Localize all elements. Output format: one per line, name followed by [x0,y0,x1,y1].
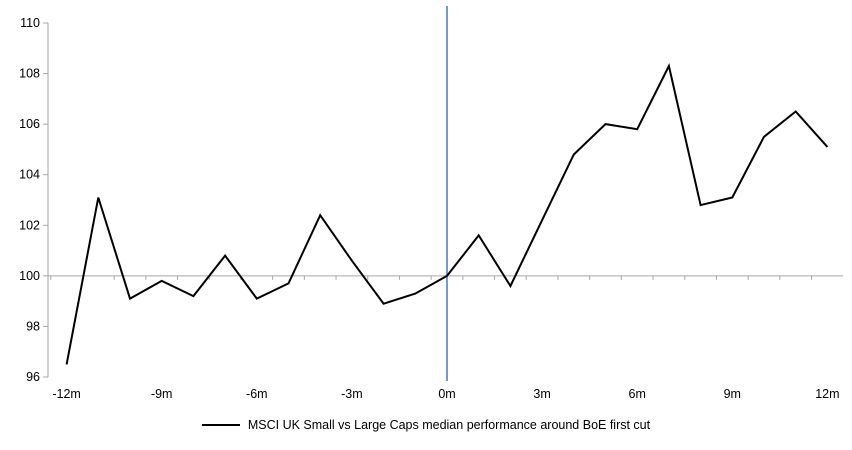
y-axis-label: 106 [19,117,40,131]
y-axis-label: 102 [19,218,40,232]
x-axis-label: -9m [151,387,173,401]
y-axis-label: 96 [26,370,40,384]
y-axis-label: 110 [20,16,40,30]
legend: MSCI UK Small vs Large Caps median perfo… [0,418,852,432]
x-axis-label: 6m [629,387,646,401]
series-line [65,63,829,365]
x-axis-label: -3m [341,387,363,401]
y-axis-label: 98 [26,319,40,333]
x-axis-label: 9m [724,387,741,401]
legend-line-swatch [201,424,240,426]
y-axis-label: 104 [19,168,40,182]
x-axis-label: 0m [438,387,455,401]
x-axis-label: 12m [815,387,839,401]
y-axis-label: 100 [19,269,40,283]
x-axis-label: -6m [246,387,268,401]
x-axis-label: -12m [52,387,80,401]
legend-label: MSCI UK Small vs Large Caps median perfo… [247,418,651,432]
y-axis-label: 108 [19,67,40,81]
x-axis-label: 3m [533,387,550,401]
